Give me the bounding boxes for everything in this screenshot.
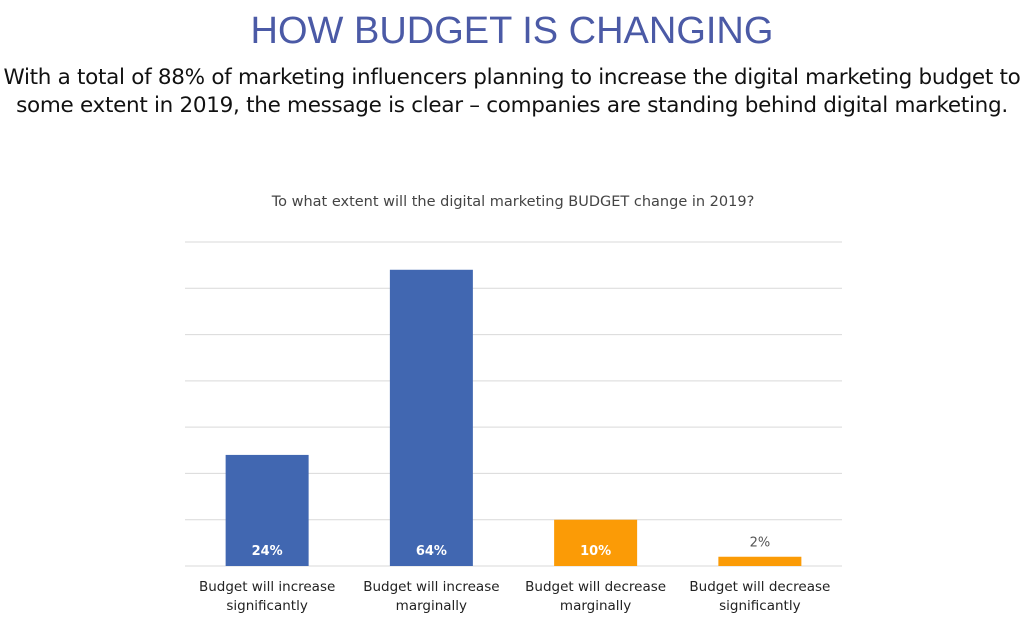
category-label: marginally — [396, 598, 467, 614]
data-label: 64% — [416, 544, 447, 559]
category-label: Budget will increase — [199, 579, 335, 595]
slide-subtitle: With a total of 88% of marketing influen… — [0, 64, 1024, 120]
category-labels: Budget will increase significantly Budget … — [199, 579, 830, 614]
data-label: 10% — [580, 544, 611, 559]
category-label: Budget will increase — [363, 579, 499, 595]
bar — [554, 519, 638, 566]
bars: 24% 64% 10% 2% — [225, 269, 802, 566]
bar — [718, 556, 802, 566]
category-label: marginally — [560, 598, 631, 614]
category-label: significantly — [719, 598, 800, 614]
category-label: Budget will decrease — [689, 579, 830, 595]
chart-title: To what extent will the digital marketin… — [271, 194, 755, 210]
category-label: significantly — [226, 598, 307, 614]
bar — [225, 454, 309, 566]
slide-title: HOW BUDGET IS CHANGING — [250, 10, 774, 52]
subtitle-line-2: some extent in 2019, the message is clea… — [16, 93, 1008, 118]
data-label: 2% — [750, 536, 771, 551]
bar — [389, 269, 473, 566]
data-label: 24% — [252, 544, 283, 559]
category-label: Budget will decrease — [525, 579, 666, 595]
subtitle-line-1: With a total of 88% of marketing influen… — [3, 65, 1021, 90]
